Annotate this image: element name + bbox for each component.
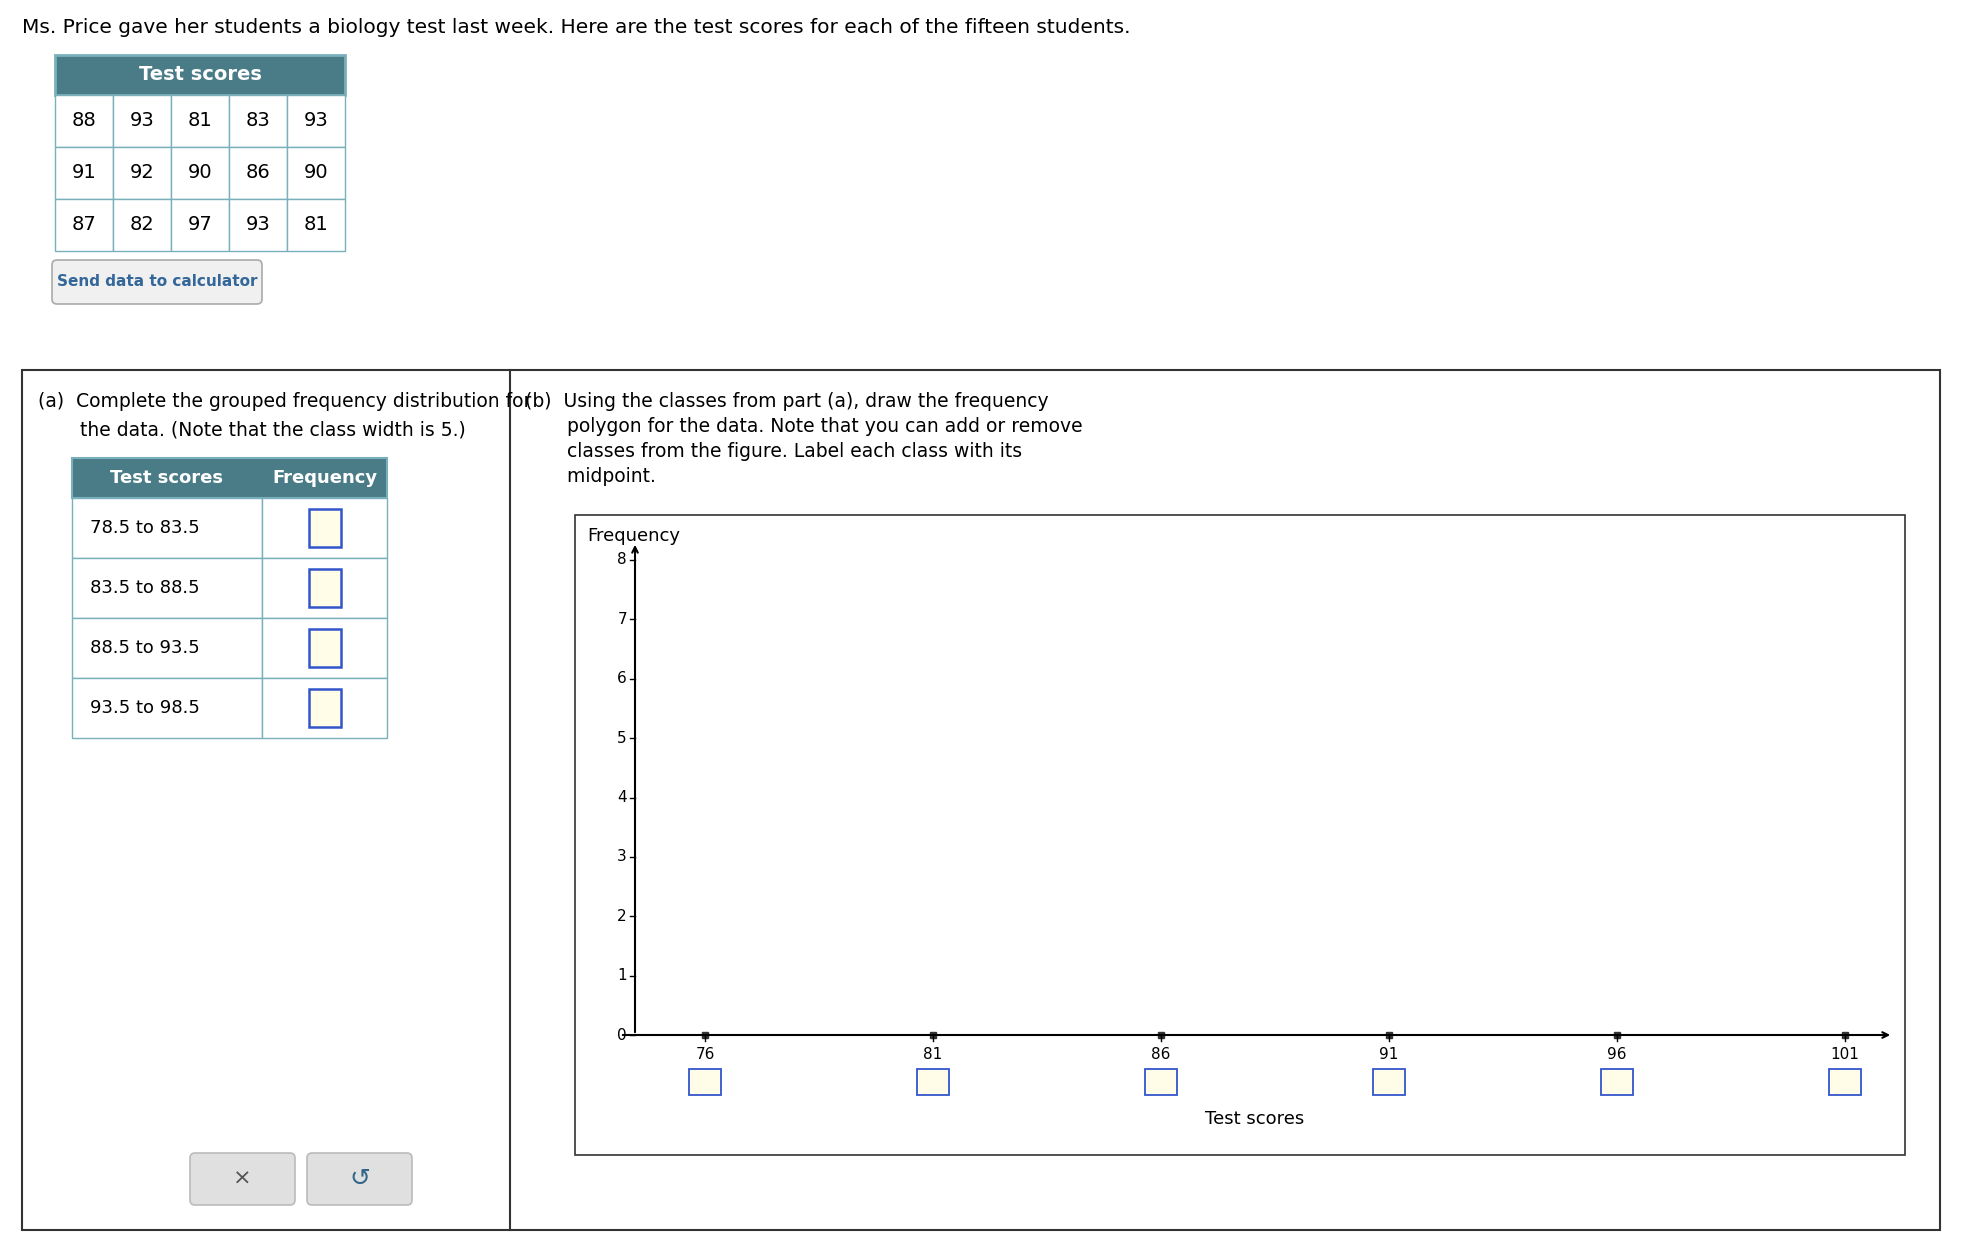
Bar	[930, 1032, 936, 1038]
Bar	[171, 95, 230, 146]
Text: 5: 5	[618, 731, 628, 746]
Text: Frequency: Frequency	[587, 527, 681, 545]
Text: Send data to calculator: Send data to calculator	[57, 274, 257, 289]
Text: 81: 81	[188, 111, 212, 130]
Bar	[230, 199, 286, 250]
Text: 93.5 to 98.5: 93.5 to 98.5	[90, 699, 200, 717]
Bar	[73, 618, 263, 679]
Bar	[55, 95, 114, 146]
Bar	[286, 95, 345, 146]
Bar	[286, 199, 345, 250]
Text: 91: 91	[1379, 1047, 1399, 1062]
Text: 86: 86	[245, 164, 271, 183]
Bar	[1146, 1069, 1177, 1096]
Text: 76: 76	[695, 1047, 714, 1062]
Text: 91: 91	[73, 164, 96, 183]
Bar	[575, 515, 1905, 1156]
Text: ×: ×	[233, 1169, 251, 1189]
Text: 1: 1	[618, 968, 628, 983]
Bar	[308, 629, 341, 667]
Text: 3: 3	[618, 849, 628, 864]
Text: 90: 90	[188, 164, 212, 183]
Bar	[308, 689, 341, 727]
Text: 6: 6	[618, 671, 628, 686]
Bar	[73, 458, 387, 498]
Text: Test scores: Test scores	[110, 470, 224, 487]
Text: ↺: ↺	[349, 1167, 371, 1191]
Bar	[1158, 1032, 1163, 1038]
Bar	[263, 679, 387, 737]
Bar	[916, 1069, 950, 1096]
Bar	[114, 199, 171, 250]
Text: 81: 81	[304, 215, 328, 234]
Bar	[308, 568, 341, 607]
Text: Frequency: Frequency	[273, 470, 377, 487]
Text: (b)  Using the classes from part (a), draw the frequency: (b) Using the classes from part (a), dra…	[526, 392, 1048, 411]
FancyBboxPatch shape	[306, 1153, 412, 1204]
Text: 7: 7	[618, 612, 628, 627]
Bar	[1373, 1069, 1405, 1096]
Bar	[55, 55, 345, 95]
Text: 96: 96	[1607, 1047, 1626, 1062]
Bar	[55, 146, 114, 199]
Bar	[73, 558, 263, 618]
Bar	[286, 146, 345, 199]
Text: 2: 2	[618, 909, 628, 924]
Bar	[171, 199, 230, 250]
Text: polygon for the data. Note that you can add or remove: polygon for the data. Note that you can …	[526, 417, 1083, 436]
Text: 0: 0	[618, 1028, 628, 1043]
Bar	[1601, 1069, 1632, 1096]
Text: 83: 83	[245, 111, 271, 130]
Bar	[55, 199, 114, 250]
Text: Test scores: Test scores	[1205, 1111, 1305, 1128]
Text: 101: 101	[1831, 1047, 1860, 1062]
Text: 78.5 to 83.5: 78.5 to 83.5	[90, 520, 200, 537]
Bar	[1842, 1032, 1848, 1038]
Text: 97: 97	[188, 215, 212, 234]
Text: the data. (Note that the class width is 5.): the data. (Note that the class width is …	[37, 419, 465, 439]
Bar	[308, 510, 341, 547]
Text: 88.5 to 93.5: 88.5 to 93.5	[90, 639, 200, 657]
Text: 86: 86	[1152, 1047, 1171, 1062]
Text: Ms. Price gave her students a biology test last week. Here are the test scores f: Ms. Price gave her students a biology te…	[22, 18, 1130, 38]
Bar	[230, 95, 286, 146]
FancyBboxPatch shape	[190, 1153, 294, 1204]
Bar	[22, 371, 1940, 1229]
Bar	[263, 558, 387, 618]
Text: 82: 82	[129, 215, 155, 234]
Text: 87: 87	[73, 215, 96, 234]
Text: 4: 4	[618, 790, 628, 805]
Text: midpoint.: midpoint.	[526, 467, 655, 486]
Text: 93: 93	[245, 215, 271, 234]
Bar	[1615, 1032, 1621, 1038]
Text: 93: 93	[304, 111, 328, 130]
Text: 81: 81	[924, 1047, 942, 1062]
Text: 90: 90	[304, 164, 328, 183]
Text: (a)  Complete the grouped frequency distribution for: (a) Complete the grouped frequency distr…	[37, 392, 532, 411]
Bar	[263, 498, 387, 558]
Bar	[114, 146, 171, 199]
Text: Test scores: Test scores	[139, 65, 261, 84]
Bar	[73, 679, 263, 737]
Text: classes from the figure. Label each class with its: classes from the figure. Label each clas…	[526, 442, 1022, 461]
Bar	[263, 618, 387, 679]
Bar	[171, 146, 230, 199]
Text: 88: 88	[73, 111, 96, 130]
Bar	[1385, 1032, 1391, 1038]
Bar	[1829, 1069, 1862, 1096]
Bar	[114, 95, 171, 146]
Text: 8: 8	[618, 552, 628, 567]
Bar	[689, 1069, 720, 1096]
FancyBboxPatch shape	[53, 260, 263, 304]
Text: 83.5 to 88.5: 83.5 to 88.5	[90, 578, 200, 597]
Text: 92: 92	[129, 164, 155, 183]
Bar	[702, 1032, 708, 1038]
Bar	[73, 498, 263, 558]
Bar	[230, 146, 286, 199]
Text: 93: 93	[129, 111, 155, 130]
